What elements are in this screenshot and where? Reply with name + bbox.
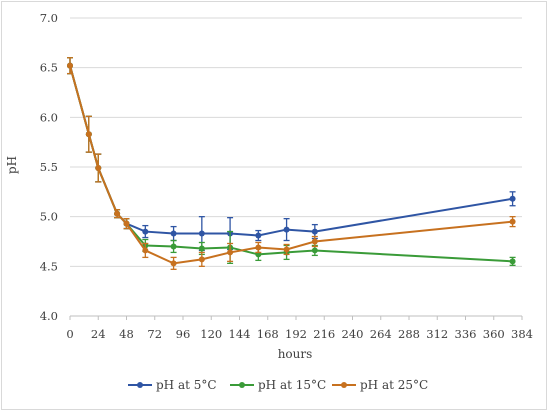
x-tick-label: 72 xyxy=(147,327,162,341)
data-point xyxy=(170,260,177,267)
x-tick-label: 216 xyxy=(313,327,335,341)
y-tick-label: 5.0 xyxy=(40,210,58,224)
data-point xyxy=(509,258,516,265)
series-line xyxy=(69,65,513,237)
data-point xyxy=(283,246,290,253)
y-tick-label: 4.0 xyxy=(40,309,58,323)
legend-label: pH at 15°C xyxy=(258,378,326,392)
series-3 xyxy=(67,57,516,270)
y-axis-title: pH xyxy=(5,156,19,174)
data-point xyxy=(85,131,92,138)
x-tick-label: 312 xyxy=(426,327,448,341)
data-point xyxy=(142,247,149,254)
series-line xyxy=(69,65,513,263)
x-axis-title: hours xyxy=(278,347,313,361)
data-point xyxy=(95,164,102,171)
x-tick-label: 0 xyxy=(66,327,73,341)
data-point xyxy=(123,220,130,227)
data-point xyxy=(311,238,318,245)
series-1 xyxy=(67,57,516,252)
x-tick-label: 360 xyxy=(483,327,505,341)
data-point xyxy=(142,228,149,235)
data-point xyxy=(227,249,234,256)
y-tick-label: 7.0 xyxy=(40,11,58,25)
data-point xyxy=(170,243,177,250)
data-point xyxy=(283,226,290,233)
x-tick-label: 384 xyxy=(511,327,533,341)
x-tick-label: 168 xyxy=(257,327,279,341)
data-point xyxy=(509,218,516,225)
legend: pH at 5°C pH at 15°C pH at 25°C xyxy=(128,378,428,392)
series-group xyxy=(67,57,516,270)
legend-label: pH at 25°C xyxy=(360,378,428,392)
x-tick-label: 24 xyxy=(91,327,106,341)
x-tick-label: 96 xyxy=(176,327,191,341)
data-point xyxy=(198,256,205,263)
y-tick-label: 4.5 xyxy=(40,259,58,273)
data-point xyxy=(255,244,262,251)
data-point xyxy=(67,62,73,69)
y-tick-label: 6.0 xyxy=(40,110,58,124)
x-tick-labels: 0 24 48 72 96 120 144 168 192 216 240 264 288 312 336 3… xyxy=(66,327,533,341)
x-tick-label: 48 xyxy=(119,327,134,341)
x-tick-label: 240 xyxy=(342,327,364,341)
data-point xyxy=(255,232,262,239)
data-point xyxy=(114,210,121,217)
y-tick-labels: 4.0 4.5 5.0 5.5 6.0 6.5 7.0 xyxy=(40,11,58,323)
y-tick-label: 5.5 xyxy=(40,160,58,174)
x-tick-label: 264 xyxy=(370,327,392,341)
x-tick-label: 336 xyxy=(455,327,477,341)
legend-label: pH at 5°C xyxy=(156,378,217,392)
y-tick-label: 6.5 xyxy=(40,61,58,75)
gridlines xyxy=(70,17,522,267)
x-tick-label: 192 xyxy=(285,327,307,341)
data-point xyxy=(170,230,177,237)
legend-marker xyxy=(137,382,143,388)
data-point xyxy=(198,245,205,252)
data-point xyxy=(509,195,516,202)
data-point xyxy=(311,247,318,254)
x-tick-label: 288 xyxy=(398,327,420,341)
x-tick-label: 144 xyxy=(229,327,251,341)
axes xyxy=(69,315,523,320)
data-point xyxy=(198,230,205,237)
legend-marker xyxy=(341,382,347,388)
legend-marker xyxy=(239,382,245,388)
x-tick-label: 120 xyxy=(200,327,222,341)
data-point xyxy=(311,228,318,235)
